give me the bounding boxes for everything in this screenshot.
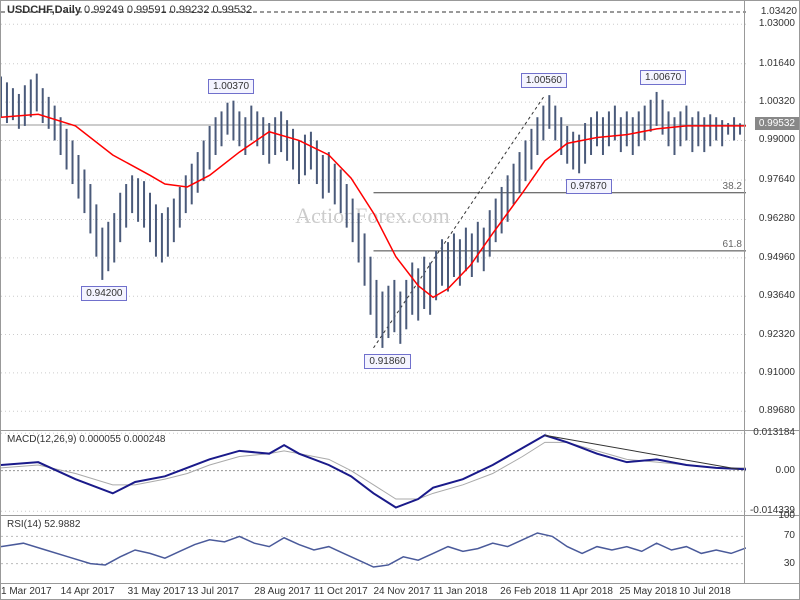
date-tick: 11 Apr 2018 bbox=[560, 586, 613, 597]
rsi-panel: RSI(14) 52.9882 3070100 bbox=[1, 516, 799, 584]
fib-label: 61.8 bbox=[723, 239, 742, 250]
price-y-axis: 0.89680 0.91000 0.92320 0.93640 0.94960 0.962… bbox=[744, 1, 799, 430]
price-plot-area[interactable]: ActionForex.com 38.261.81.003700.942000.… bbox=[1, 1, 744, 430]
date-tick: 24 Nov 2017 bbox=[374, 586, 431, 597]
price-ytick: 0.96280 bbox=[759, 213, 795, 224]
chart-container: USDCHF,Daily 0.99249 0.99591 0.99232 0.9… bbox=[0, 0, 800, 600]
rsi-ytick: 100 bbox=[778, 510, 795, 521]
price-ytick: 0.94960 bbox=[759, 252, 795, 263]
date-tick: 31 May 2017 bbox=[128, 586, 186, 597]
macd-panel: MACD(12,26,9) 0.000055 0.000248 -0.01433… bbox=[1, 431, 799, 516]
price-ytick: 1.00320 bbox=[759, 96, 795, 107]
date-tick: 14 Apr 2017 bbox=[61, 586, 115, 597]
price-point-label: 0.94200 bbox=[81, 286, 127, 301]
date-tick: 13 Jul 2017 bbox=[187, 586, 239, 597]
rsi-ytick: 70 bbox=[784, 530, 795, 541]
rsi-ytick: 30 bbox=[784, 558, 795, 569]
price-point-label: 1.00370 bbox=[208, 79, 254, 94]
macd-ytick: 0.00 bbox=[776, 465, 795, 476]
price-ytick: 0.93640 bbox=[759, 290, 795, 301]
date-tick: 10 Jul 2018 bbox=[679, 586, 731, 597]
date-tick: 11 Oct 2017 bbox=[314, 586, 368, 597]
price-point-label: 1.00560 bbox=[521, 73, 567, 88]
fib-label: 38.2 bbox=[723, 181, 742, 192]
price-ytick: 0.91000 bbox=[759, 367, 795, 378]
price-point-label: 0.91860 bbox=[364, 354, 410, 369]
date-axis: 1 Mar 2017 14 Apr 2017 31 May 201713 Jul 2… bbox=[1, 582, 744, 599]
macd-ytick: 0.013184 bbox=[753, 427, 795, 438]
price-point-label: 1.00670 bbox=[640, 70, 686, 85]
date-tick: 25 May 2018 bbox=[619, 586, 677, 597]
top-dashed-label: 1.03420 bbox=[761, 6, 797, 17]
macd-plot-area[interactable] bbox=[1, 431, 744, 515]
price-ytick: 1.01640 bbox=[759, 58, 795, 69]
price-panel: USDCHF,Daily 0.99249 0.99591 0.99232 0.9… bbox=[1, 1, 799, 431]
date-tick: 1 Mar 2017 bbox=[1, 586, 52, 597]
macd-y-axis: -0.0143390.000.013184 bbox=[744, 431, 799, 515]
current-price-box: 0.99532 bbox=[755, 117, 799, 130]
date-tick: 26 Feb 2018 bbox=[500, 586, 556, 597]
price-ytick: 1.03000 bbox=[759, 18, 795, 29]
price-ytick: 0.89680 bbox=[759, 405, 795, 416]
date-tick: 28 Aug 2017 bbox=[254, 586, 310, 597]
price-point-label: 0.97870 bbox=[566, 179, 612, 194]
price-ytick: 0.99000 bbox=[759, 134, 795, 145]
price-ytick: 0.92320 bbox=[759, 329, 795, 340]
rsi-y-axis: 3070100 bbox=[744, 516, 799, 583]
rsi-plot-area[interactable] bbox=[1, 516, 744, 583]
date-tick: 11 Jan 2018 bbox=[433, 586, 487, 597]
price-ytick: 0.97640 bbox=[759, 174, 795, 185]
